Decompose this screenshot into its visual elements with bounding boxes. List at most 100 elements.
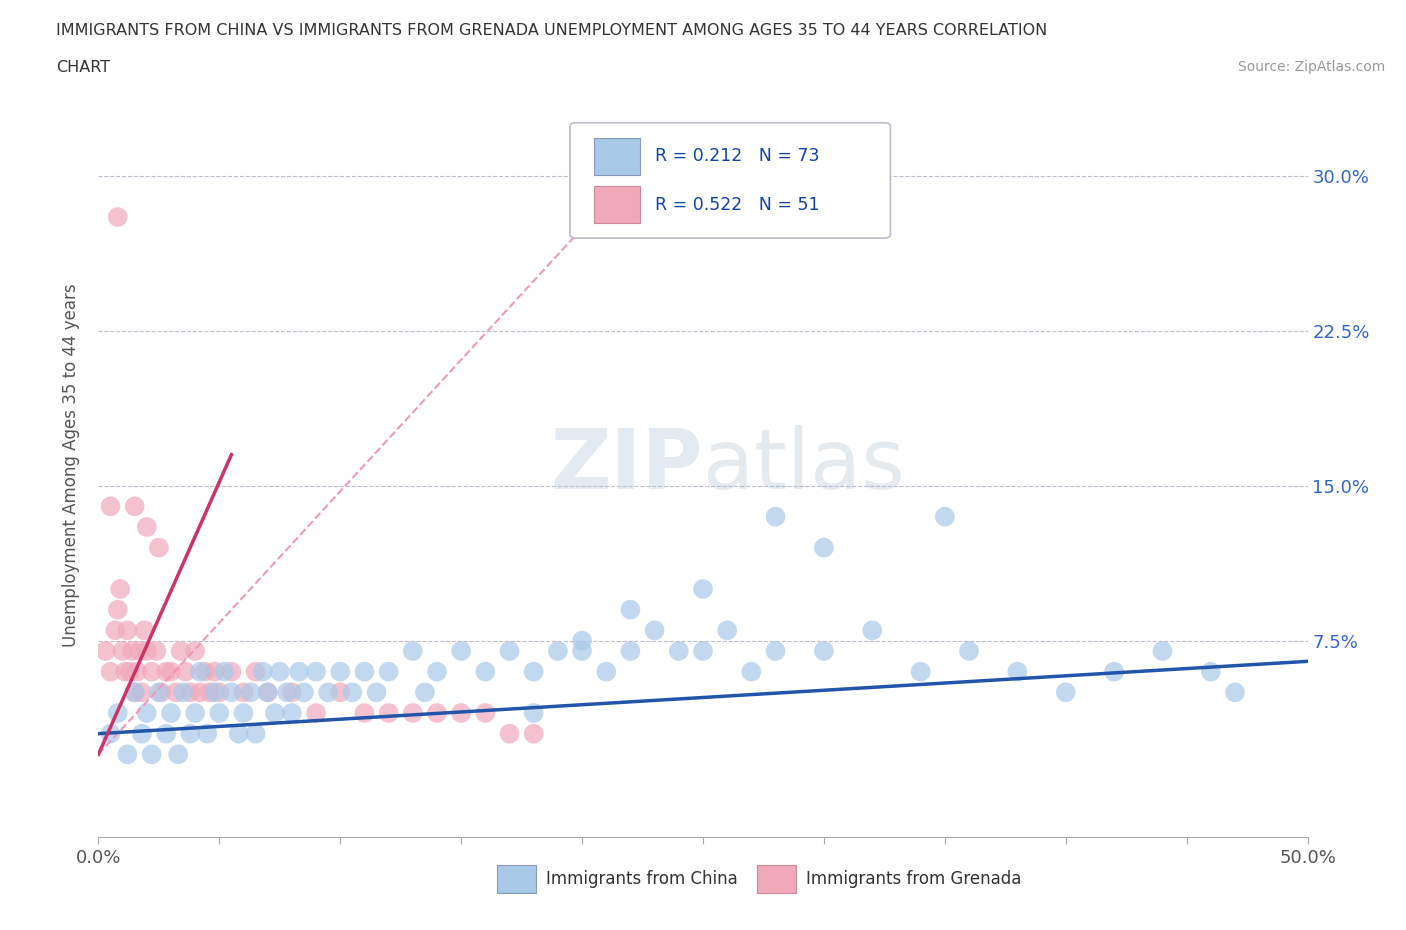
Point xyxy=(269,664,291,679)
Point xyxy=(281,684,304,699)
Point xyxy=(668,644,690,658)
Point xyxy=(256,684,278,699)
Point xyxy=(402,706,425,721)
Point xyxy=(316,684,339,699)
Point xyxy=(208,684,231,699)
Point xyxy=(94,644,117,658)
Point xyxy=(232,706,254,721)
Text: R = 0.522   N = 51: R = 0.522 N = 51 xyxy=(655,195,820,214)
Point xyxy=(571,633,593,648)
Point xyxy=(245,726,267,741)
Point xyxy=(256,684,278,699)
Point xyxy=(474,664,496,679)
Point xyxy=(169,644,191,658)
Text: Immigrants from Grenada: Immigrants from Grenada xyxy=(806,870,1021,887)
Point xyxy=(155,664,177,679)
Point xyxy=(131,726,153,741)
Point xyxy=(148,684,170,699)
Point xyxy=(100,726,122,741)
Point xyxy=(342,684,364,699)
Point xyxy=(184,644,207,658)
Point xyxy=(450,644,472,658)
Point xyxy=(1223,684,1246,699)
Point xyxy=(934,510,956,525)
Point xyxy=(498,644,520,658)
Point xyxy=(204,684,226,699)
Point xyxy=(124,684,146,699)
Text: IMMIGRANTS FROM CHINA VS IMMIGRANTS FROM GRENADA UNEMPLOYMENT AMONG AGES 35 TO 4: IMMIGRANTS FROM CHINA VS IMMIGRANTS FROM… xyxy=(56,23,1047,38)
Point xyxy=(141,664,163,679)
Point xyxy=(221,664,243,679)
Text: atlas: atlas xyxy=(703,424,904,506)
Point xyxy=(329,684,352,699)
FancyBboxPatch shape xyxy=(498,865,536,893)
Point xyxy=(910,664,932,679)
Point xyxy=(100,498,122,513)
Point xyxy=(188,664,211,679)
Point xyxy=(716,623,738,638)
Point xyxy=(135,706,157,721)
Point xyxy=(174,664,197,679)
FancyBboxPatch shape xyxy=(595,186,640,223)
Text: ZIP: ZIP xyxy=(551,424,703,506)
Point xyxy=(474,706,496,721)
Point xyxy=(860,623,883,638)
Point xyxy=(194,664,217,679)
Point xyxy=(128,644,150,658)
Point xyxy=(121,644,143,658)
Point xyxy=(114,664,136,679)
Point xyxy=(292,684,315,699)
FancyBboxPatch shape xyxy=(595,138,640,175)
Y-axis label: Unemployment Among Ages 35 to 44 years: Unemployment Among Ages 35 to 44 years xyxy=(62,284,80,646)
Point xyxy=(117,623,139,638)
Point xyxy=(204,664,226,679)
Point xyxy=(228,726,250,741)
Point xyxy=(288,664,311,679)
Point xyxy=(148,540,170,555)
Point xyxy=(111,644,134,658)
Point xyxy=(179,684,201,699)
Point xyxy=(1152,644,1174,658)
Point xyxy=(179,726,201,741)
Point xyxy=(523,706,546,721)
Point xyxy=(377,706,399,721)
Point xyxy=(150,684,173,699)
Text: CHART: CHART xyxy=(56,60,110,75)
Point xyxy=(1199,664,1222,679)
FancyBboxPatch shape xyxy=(569,123,890,238)
Point xyxy=(127,664,149,679)
Point xyxy=(281,706,304,721)
Point xyxy=(172,684,194,699)
Point xyxy=(104,623,127,638)
Point xyxy=(402,644,425,658)
Point xyxy=(523,664,546,679)
Point xyxy=(167,747,190,762)
Point xyxy=(135,520,157,535)
Point xyxy=(108,581,131,596)
Point xyxy=(155,726,177,741)
Point xyxy=(221,684,243,699)
Point xyxy=(107,209,129,224)
Point xyxy=(619,644,641,658)
Point xyxy=(765,510,787,525)
Point xyxy=(107,706,129,721)
FancyBboxPatch shape xyxy=(758,865,796,893)
Point xyxy=(547,644,569,658)
Point xyxy=(413,684,436,699)
Point xyxy=(264,706,287,721)
Text: Immigrants from China: Immigrants from China xyxy=(546,870,738,887)
Point xyxy=(305,664,328,679)
Point xyxy=(765,644,787,658)
Point xyxy=(276,684,298,699)
Point xyxy=(160,706,183,721)
Point xyxy=(160,664,183,679)
Point xyxy=(377,664,399,679)
Point xyxy=(232,684,254,699)
Point xyxy=(118,664,141,679)
Point xyxy=(366,684,388,699)
Point xyxy=(184,706,207,721)
Point xyxy=(252,664,274,679)
Point xyxy=(305,706,328,721)
Point xyxy=(195,726,218,741)
Point xyxy=(124,498,146,513)
